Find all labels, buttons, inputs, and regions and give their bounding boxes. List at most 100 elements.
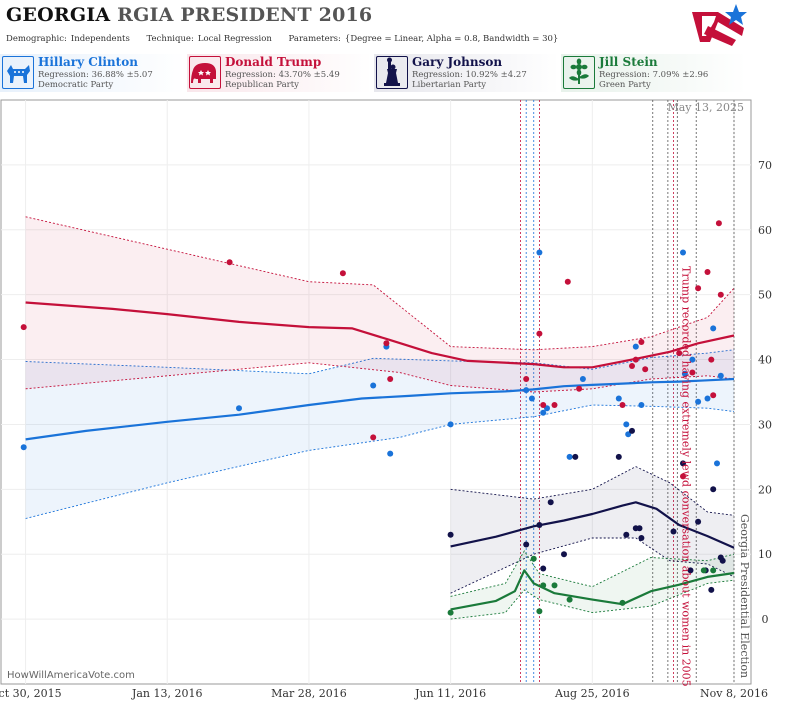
statue-of-liberty-icon (376, 56, 408, 89)
gary-johnson-upper-bound (450, 466, 735, 516)
candidate-name: Hillary Clinton (38, 55, 138, 69)
donald-trump-poll-point (629, 363, 635, 369)
hillary-clinton-poll-point (447, 421, 454, 428)
candidate-regression: Regression: 43.70% ±5.49 (225, 70, 340, 80)
hillary-clinton-poll-point (540, 409, 547, 416)
donald-trump-poll-point (704, 269, 711, 275)
donald-trump-poll-point (708, 356, 715, 363)
donald-trump-poll-point (619, 402, 626, 408)
donald-trump-poll-point (676, 350, 683, 357)
hillary-clinton-poll-point (370, 382, 377, 389)
hillary-clinton-poll-point (566, 453, 573, 460)
chart-title: GEORGIA RGIA PRESIDENT 2016 (6, 4, 372, 26)
watermark: HowWillAmericaVote.com (7, 670, 135, 681)
donald-trump-poll-point (695, 285, 702, 292)
hillary-clinton-poll-point (523, 387, 530, 394)
gary-johnson-poll-point (638, 535, 645, 541)
demographic-value: Independents (70, 34, 130, 44)
gary-johnson-poll-point (695, 518, 702, 525)
candidate-name: Jill Stein (599, 55, 658, 69)
donald-trump-lower-bound (25, 362, 735, 393)
gary-johnson-poll-point (561, 551, 567, 558)
donald-trump-poll-point (370, 434, 377, 441)
trend-lines (25, 301, 735, 611)
gary-johnson-poll-point (615, 453, 622, 460)
donald-trump-poll-point (20, 324, 27, 331)
hillary-clinton-poll-point (695, 398, 702, 405)
technique-label: Technique: (146, 34, 194, 44)
date-stamp: May 13, 2025 (667, 101, 744, 114)
x-tick-label: Jun 11, 2016 (414, 687, 486, 700)
hillary-clinton-poll-point (623, 421, 630, 428)
jill-stein-poll-point (566, 596, 573, 603)
gary-johnson-poll-point (447, 531, 454, 538)
jill-stein-band (450, 551, 734, 620)
gary-johnson-poll-point (523, 541, 530, 548)
hillary-clinton-poll-point (681, 370, 688, 377)
hillary-clinton-poll-point (689, 356, 696, 363)
gary-johnson-poll-point (670, 528, 677, 535)
jill-stein-poll-point (447, 609, 454, 616)
gary-johnson-lower-bound (450, 537, 735, 594)
x-tick-label: Nov 8, 2016 (700, 687, 768, 700)
gary-johnson-band (450, 466, 734, 594)
candidate-party: Green Party (599, 80, 651, 90)
elephant-icon (189, 56, 221, 89)
jill-stein-poll-point (551, 582, 558, 589)
hillary-clinton-lower-bound (25, 404, 735, 519)
chart-header: GEORGIA RGIA PRESIDENT 2016 Demographic:… (0, 0, 789, 50)
donald-trump-poll-point (642, 366, 649, 373)
hillary-clinton-poll-point (236, 405, 242, 412)
jill-stein-poll-point (540, 582, 547, 589)
trump-tape-annotation: Trump recorded having extremely lewd con… (680, 266, 693, 687)
donald-trump-poll-point (689, 369, 696, 376)
jill-stein-poll-point (700, 567, 707, 574)
annotations: Trump recorded having extremely lewd con… (680, 266, 751, 687)
demographic-label: Demographic: (6, 34, 67, 44)
gary-johnson-poll-point (719, 557, 726, 564)
donald-trump-poll-point (551, 402, 558, 408)
donald-trump-poll-point (523, 376, 530, 382)
gary-johnson-poll-point (687, 567, 694, 574)
y-tick-label: 70 (758, 159, 772, 172)
donald-trump-poll-point (540, 402, 547, 408)
confidence-bands (25, 216, 735, 620)
grid-lines (1, 100, 751, 684)
candidate-regression: Regression: 10.92% ±4.27 (412, 70, 527, 80)
x-tick-label: Jan 13, 2016 (131, 687, 203, 700)
gary-johnson-poll-point (540, 565, 547, 572)
y-tick-label: 40 (758, 354, 772, 367)
donald-trump-band (25, 216, 735, 392)
jill-stein-poll-point (710, 567, 717, 574)
candidate-trump: Donald Trump Regression: 43.70% ±5.49 Re… (187, 54, 373, 92)
candidate-party: Democratic Party (38, 80, 114, 90)
jill-stein-upper-bound (450, 550, 735, 597)
donald-trump-poll-point (564, 278, 571, 285)
candidate-johnson: Gary Johnson Regression: 10.92% ±4.27 Li… (374, 54, 560, 92)
gary-johnson-poll-point (680, 460, 686, 467)
donald-trump-poll-point (680, 473, 686, 480)
donald-trump-poll-point (717, 291, 724, 298)
donkey-icon (2, 56, 34, 89)
x-tick-label: Mar 28, 2016 (271, 687, 347, 700)
y-axis-ticks: 0 10 20 30 40 50 60 70 (758, 159, 772, 626)
donald-trump-poll-point (710, 392, 717, 399)
donald-trump-poll-point (383, 340, 390, 347)
gary-johnson-poll-point (708, 586, 715, 593)
candidate-name: Donald Trump (225, 55, 322, 69)
jill-stein-lower-bound (450, 579, 735, 620)
star-flag-logo-icon (692, 4, 747, 46)
regression-chart: 0 10 20 30 40 50 60 70 Oct 30, 2015 Jan 13, 2016… (0, 99, 772, 700)
donald-trump-poll-point (638, 339, 645, 345)
candidate-legend: Hillary Clinton Regression: 36.88% ±5.07… (0, 54, 789, 94)
y-tick-label: 10 (758, 548, 772, 561)
donald-trump-poll-point (536, 330, 543, 337)
donald-trump-trend-line (25, 301, 735, 369)
parameters-value: {Degree = Linear, Alpha = 0.8, Bandwidth… (344, 34, 559, 44)
candidate-party: Libertarian Party (412, 80, 487, 90)
gary-johnson-poll-point (547, 499, 554, 506)
y-tick-label: 30 (758, 418, 772, 431)
gary-johnson-poll-point (536, 522, 543, 528)
gary-johnson-poll-point (710, 486, 717, 493)
y-tick-label: 50 (758, 289, 772, 302)
